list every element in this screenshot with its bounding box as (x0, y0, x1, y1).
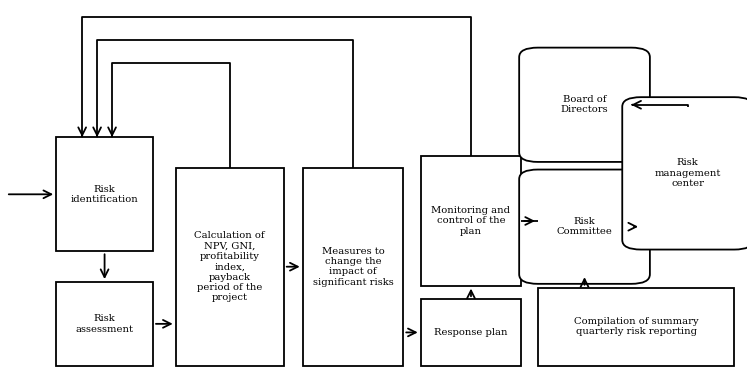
Text: Risk
Committee: Risk Committee (557, 217, 613, 236)
Text: Response plan: Response plan (434, 328, 508, 337)
Text: Compilation of summary
quarterly risk reporting: Compilation of summary quarterly risk re… (574, 317, 698, 336)
Bar (176, 168, 284, 366)
Bar (421, 299, 521, 366)
Text: Board of
Directors: Board of Directors (561, 95, 608, 114)
Text: Risk
assessment: Risk assessment (75, 314, 134, 333)
FancyBboxPatch shape (622, 97, 747, 250)
Bar (56, 137, 153, 251)
Text: Monitoring and
control of the
plan: Monitoring and control of the plan (432, 206, 510, 236)
Text: Calculation of
NPV, GNI,
profitability
index,
payback
period of the
project: Calculation of NPV, GNI, profitability i… (194, 231, 265, 303)
Bar (538, 288, 734, 366)
Text: Measures to
change the
impact of
significant risks: Measures to change the impact of signifi… (312, 247, 394, 287)
FancyBboxPatch shape (519, 48, 650, 162)
Bar (56, 282, 153, 366)
Bar (421, 156, 521, 286)
Bar (303, 168, 403, 366)
FancyBboxPatch shape (519, 170, 650, 284)
Text: Risk
management
center: Risk management center (654, 158, 721, 188)
Text: Risk
identification: Risk identification (71, 185, 138, 204)
